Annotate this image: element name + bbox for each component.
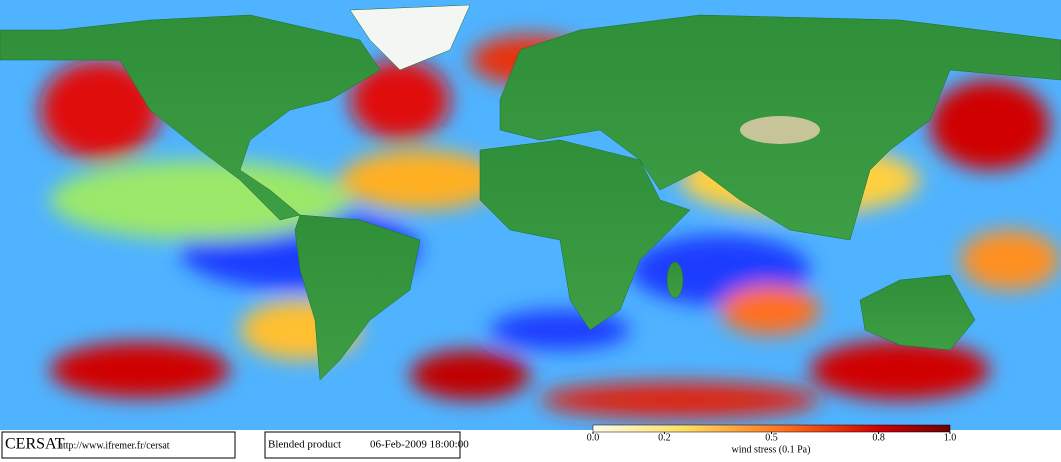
continents xyxy=(0,4,1061,381)
north-america xyxy=(0,14,381,221)
colorbar-tick-label: 0.5 xyxy=(765,432,778,443)
tibet xyxy=(740,116,820,144)
australia xyxy=(859,274,976,351)
colorbar-tick-label: 1.0 xyxy=(944,432,957,443)
info-box xyxy=(264,431,461,459)
colorbar-label: wind stress (0.1 Pa) xyxy=(732,444,811,455)
colorbar-tick-label: 0.0 xyxy=(587,432,600,443)
footer: CERSAT http://www.ifremer.fr/cersat Blen… xyxy=(0,424,1061,462)
logo-box xyxy=(1,431,236,459)
colorbar xyxy=(592,424,951,433)
date: 06-Feb-2009 18:00:00 xyxy=(370,439,469,451)
madagascar xyxy=(666,261,684,299)
south-america xyxy=(294,214,421,381)
greenland xyxy=(349,4,471,71)
colorbar-tick-label: 0.8 xyxy=(872,432,885,443)
colorbar-tick-label: 0.2 xyxy=(658,432,671,443)
product: Blended product xyxy=(268,439,341,451)
logo: CERSAT xyxy=(5,436,65,453)
url: http://www.ifremer.fr/cersat xyxy=(58,440,170,451)
